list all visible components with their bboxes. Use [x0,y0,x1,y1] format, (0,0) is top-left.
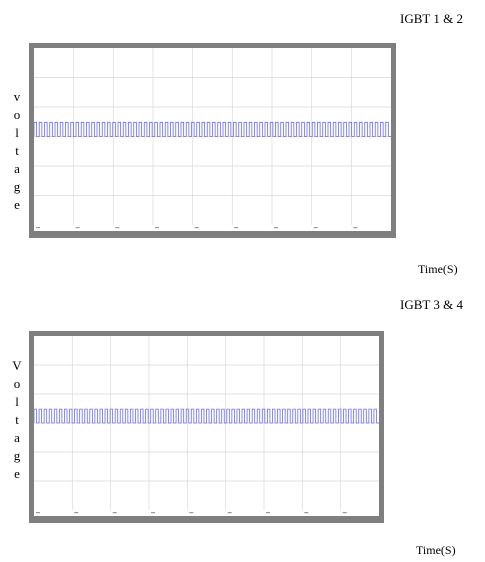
x-tick-mark [194,227,199,229]
x-tick-mark [36,227,40,229]
x-tick-mark [227,512,232,514]
chart1-plot [34,48,391,231]
ylabel-letter: e [14,197,20,212]
chart1-frame [29,43,396,238]
chart1-xlabel: Time(S) [418,262,458,276]
chart1-title: IGBT 1 & 2 [400,11,463,26]
x-tick-mark [234,227,239,229]
x-tick-mark [313,227,318,229]
ylabel-letter: l [15,394,19,409]
x-tick-mark [112,512,117,514]
ylabel-letter: a [14,430,20,445]
ylabel-letter: t [15,143,19,158]
ylabel-letter: o [13,107,21,122]
x-tick-mark [353,227,358,229]
x-tick-mark [189,512,194,514]
ylabel-letter: g [13,179,21,194]
x-tick-mark [266,512,270,514]
ylabel-letter: g [13,448,21,463]
chart2-xlabel: Time(S) [416,543,456,557]
x-tick-mark [155,227,159,229]
x-tick-mark [36,512,40,514]
chart1-ylabel: v o l t a g e [10,88,24,214]
x-tick-mark [151,512,155,514]
chart2-title: IGBT 3 & 4 [400,297,463,312]
x-tick-mark [75,227,80,229]
ylabel-letter: V [12,358,22,373]
chart2-plot [34,336,379,516]
ylabel-letter: e [14,466,20,481]
chart2-frame [29,331,384,523]
x-tick-mark [115,227,120,229]
x-tick-mark [74,512,79,514]
x-tick-mark [342,512,347,514]
ylabel-letter: a [14,161,20,176]
ylabel-letter: v [13,89,21,104]
chart2-ylabel: V o l t a g e [10,357,24,483]
signal-trace [34,408,379,424]
x-tick-mark [274,227,278,229]
x-tick-mark [304,512,309,514]
signal-trace [34,121,391,137]
ylabel-letter: l [15,125,19,140]
ylabel-letter: t [15,412,19,427]
ylabel-letter: o [13,376,21,391]
